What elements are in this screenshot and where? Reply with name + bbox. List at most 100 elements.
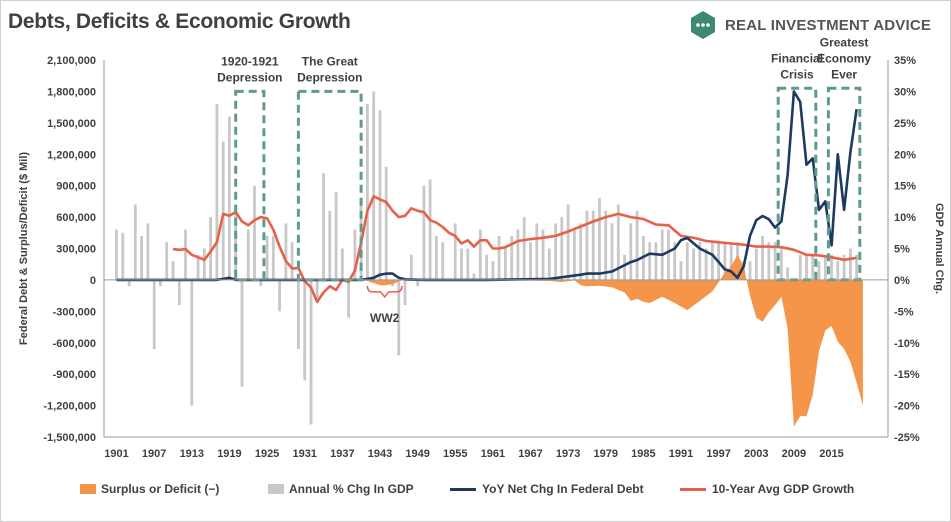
gdp-bar xyxy=(472,273,476,280)
right-tick-label: 15% xyxy=(894,181,916,193)
legend: Surplus or Deficit (−) Annual % Chg In G… xyxy=(0,482,951,502)
x-tick-label: 1919 xyxy=(217,448,241,460)
left-tick-label: 900,000 xyxy=(56,181,96,193)
annotation-label: Crisis xyxy=(780,67,814,81)
x-tick-label: 1967 xyxy=(518,448,542,460)
gdp-bar xyxy=(648,242,652,280)
gdp-bar xyxy=(384,166,388,280)
left-tick-label: 600,000 xyxy=(56,212,96,224)
gdp-bar xyxy=(679,261,683,280)
left-tick-label: -900,000 xyxy=(53,369,96,381)
right-tick-label: -10% xyxy=(894,338,920,350)
gdp-bar xyxy=(830,254,833,280)
gdp-bar xyxy=(215,104,219,280)
gdp-bar xyxy=(328,210,332,280)
annotation-label: Ever xyxy=(831,67,857,81)
left-tick-label: -600,000 xyxy=(53,338,96,350)
deficit-area-layer xyxy=(116,254,863,427)
x-tick-label: 1949 xyxy=(405,448,429,460)
gdp-bar xyxy=(409,254,413,280)
deficit-area xyxy=(116,254,863,427)
legend-item-debt: YoY Net Chg In Federal Debt xyxy=(450,482,644,496)
x-tick-label: 1979 xyxy=(594,448,618,460)
gdp-bar xyxy=(591,210,595,280)
right-tick-label: 30% xyxy=(894,86,916,98)
right-axis-title: GDP Annual Chg. xyxy=(933,203,945,294)
gdp-bar xyxy=(271,235,275,280)
right-tick-label: 25% xyxy=(894,118,916,130)
annotations-layer: 1920-1921 Depression The Great Depression Fi… xyxy=(217,35,871,325)
gdp-bar xyxy=(240,279,244,387)
annotation-label: Economy xyxy=(817,51,871,65)
left-tick-label: 1,500,000 xyxy=(47,118,96,130)
gdp-bar xyxy=(685,242,689,280)
legend-label-avg: 10-Year Avg GDP Growth xyxy=(712,482,855,496)
gdp-bar xyxy=(378,110,382,280)
gdp-bar xyxy=(234,204,238,280)
gdp-bar xyxy=(228,116,231,280)
x-tick-label: 1931 xyxy=(292,448,316,460)
left-tick-label: 300,000 xyxy=(56,244,96,256)
legend-item-avg: 10-Year Avg GDP Growth xyxy=(680,482,854,496)
gdp-bar xyxy=(604,210,608,280)
gdp-bar xyxy=(259,279,263,287)
gdp-bar xyxy=(504,248,507,280)
gdp-bar xyxy=(146,223,150,280)
gdp-bar xyxy=(510,235,514,280)
gdp-bar xyxy=(196,254,200,280)
legend-item-gdp: Annual % Chg In GDP xyxy=(268,482,414,496)
x-tick-label: 1943 xyxy=(368,448,392,460)
gdp-bar xyxy=(127,279,131,287)
gdp-bar xyxy=(654,242,658,280)
gdp-bar xyxy=(334,191,338,280)
right-tick-label: -20% xyxy=(894,401,920,413)
gdp-bar xyxy=(805,254,808,280)
right-tick-label: 35% xyxy=(894,55,916,67)
legend-swatch-avg xyxy=(680,487,706,491)
legend-label-gdp: Annual % Chg In GDP xyxy=(289,482,414,496)
gdp-bar xyxy=(403,279,407,305)
gdp-bar xyxy=(340,248,344,280)
left-tick-label: 1,800,000 xyxy=(47,86,96,98)
right-tick-label: 10% xyxy=(894,212,916,224)
legend-swatch-gdp xyxy=(268,484,284,494)
gdp-bar xyxy=(491,261,495,280)
gdp-bar xyxy=(372,91,376,280)
brand-name: REAL INVESTMENT ADVICE xyxy=(725,16,932,34)
gdp-bar xyxy=(152,279,156,349)
gdp-bar xyxy=(780,248,783,280)
gdp-bar xyxy=(115,229,118,280)
gdp-bar xyxy=(221,141,225,280)
gdp-bar xyxy=(616,204,620,280)
gdp-bar xyxy=(184,229,187,280)
gdp-bar xyxy=(817,261,821,280)
gdp-bar xyxy=(140,235,143,280)
lines-layer xyxy=(116,90,858,304)
gdp-bar xyxy=(560,217,564,280)
gdp-bar xyxy=(202,248,206,280)
gdp-bar xyxy=(635,210,639,280)
right-tick-label: 5% xyxy=(894,244,910,256)
gdp-bar xyxy=(554,223,557,280)
left-tick-label: 2,100,000 xyxy=(47,55,96,67)
x-tick-label: 2009 xyxy=(782,448,806,460)
left-tick-label: -1,500,000 xyxy=(43,432,96,444)
gdp-bar xyxy=(522,217,526,280)
annotation-box xyxy=(234,89,266,282)
gdp-bar xyxy=(836,261,840,280)
gdp-bar xyxy=(253,185,256,280)
gdp-bar xyxy=(428,179,432,280)
gdp-bar xyxy=(453,223,457,280)
gdp-bar xyxy=(397,279,401,356)
x-tick-label: 1997 xyxy=(706,448,730,460)
gdp-bar xyxy=(711,242,714,280)
gdp-bar xyxy=(579,223,583,280)
gdp-bar xyxy=(284,223,288,280)
gdp-bar xyxy=(623,254,626,280)
x-tick-label: 1973 xyxy=(556,448,580,460)
annotation-label: WW2 xyxy=(370,311,400,325)
legend-swatch-debt xyxy=(450,487,476,491)
gdp-bar xyxy=(159,279,162,287)
gdp-bar xyxy=(547,248,551,280)
gdp-bar xyxy=(177,279,181,305)
